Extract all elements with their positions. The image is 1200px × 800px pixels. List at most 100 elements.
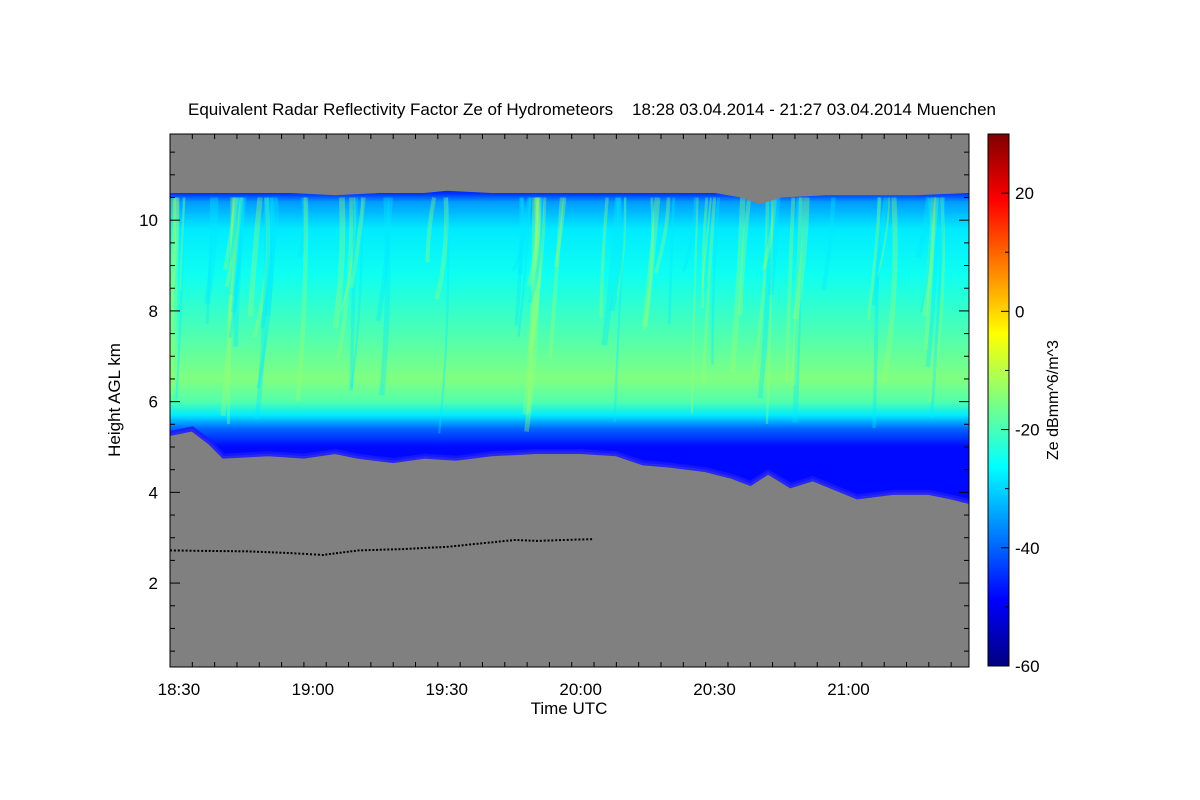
trail-point [431, 546, 434, 549]
trail-point [570, 538, 573, 541]
y-tick-label: 10 [139, 211, 158, 230]
trail-point [443, 546, 445, 548]
trail-point [536, 539, 538, 542]
fall-streak [599, 197, 609, 318]
trail-point [279, 551, 282, 554]
colorbar-tick-label: -40 [1015, 539, 1040, 558]
fall-streak [517, 197, 532, 337]
trail-point [346, 550, 349, 553]
fall-streak [336, 197, 354, 360]
fall-streak [548, 197, 564, 359]
fall-streak [205, 197, 213, 324]
trail-point [268, 551, 271, 554]
fall-streak [871, 197, 889, 306]
trail-point [212, 550, 215, 552]
trail-point [260, 550, 263, 553]
fall-streak [784, 197, 796, 383]
fall-streak [765, 197, 774, 424]
trail-point [528, 539, 531, 542]
trail-point [383, 548, 386, 551]
fall-streak [170, 197, 177, 434]
trail-point [321, 554, 324, 556]
cloud-base-edge [170, 426, 969, 504]
trail-point [294, 552, 297, 555]
trail-point [409, 547, 412, 550]
trail-point [502, 540, 505, 543]
fall-streak [928, 197, 946, 402]
trail-point [339, 551, 342, 554]
trail-point [551, 539, 554, 542]
trail-point [177, 549, 180, 552]
trail-point [387, 548, 390, 551]
fall-streak [226, 197, 236, 425]
fall-streak [517, 197, 533, 274]
x-tick-label: 19:30 [425, 680, 468, 699]
trail-point [336, 552, 338, 555]
trail-point [472, 543, 475, 546]
trail-point [513, 539, 516, 541]
trail-point [245, 550, 248, 553]
fall-streak [821, 197, 836, 290]
fall-streak [616, 197, 627, 297]
colorbar-tick-label: -60 [1015, 657, 1040, 676]
trail-point [495, 540, 498, 543]
trail-point [271, 551, 274, 554]
trail-point [253, 550, 256, 553]
trail-point [357, 549, 360, 552]
fall-streak [929, 197, 946, 419]
trail-point [582, 538, 585, 541]
trail-point [539, 539, 542, 542]
colorbar: -60 -40 -20 0 20 Ze dBmm^6/m^3 [987, 133, 1062, 676]
trail-point [517, 539, 520, 542]
trail-point [439, 546, 442, 549]
trail-point [506, 539, 509, 542]
fall-streak [260, 197, 273, 329]
fall-streak [642, 197, 655, 331]
fall-streak [653, 197, 671, 274]
fall-streak [528, 197, 545, 304]
fall-streak [332, 197, 346, 329]
fall-streak [553, 197, 567, 268]
fall-streak [203, 197, 219, 305]
trail-point [524, 539, 527, 542]
trail-point [231, 550, 233, 553]
fall-streak [379, 197, 391, 396]
trail-point [219, 550, 222, 553]
trail-point [372, 549, 375, 551]
trail-point [170, 549, 172, 552]
fall-streak [438, 197, 450, 434]
x-tick-label: 19:00 [292, 680, 335, 699]
trail-point [435, 546, 438, 549]
trail-point [173, 549, 176, 552]
trail-point [424, 546, 427, 549]
fall-streak [682, 197, 697, 272]
trail-point [521, 539, 524, 542]
colorbar-tick-label: 0 [1015, 302, 1024, 321]
trail-point [483, 542, 486, 544]
fall-streak [920, 197, 932, 313]
fall-streak [881, 197, 898, 383]
fall-streak [349, 197, 366, 288]
trail-point [469, 543, 472, 546]
trail-point [185, 549, 188, 552]
y-tick-label: 6 [149, 393, 158, 412]
fall-streak [264, 197, 277, 317]
trail-point [402, 548, 405, 551]
fall-streak [297, 197, 308, 259]
trail-point [242, 550, 245, 553]
fall-streak [668, 197, 676, 325]
trail-point [394, 548, 397, 551]
fall-streak [179, 197, 186, 291]
trail-point [343, 551, 346, 554]
fall-streak [170, 197, 172, 346]
fall-streak [701, 197, 717, 385]
trail-point [302, 552, 305, 555]
fall-streak [527, 197, 542, 351]
fall-streak [220, 197, 236, 416]
fall-streak [223, 197, 239, 271]
colorbar-ticks: -60 -40 -20 0 20 [1001, 133, 1040, 676]
fall-streak [524, 197, 541, 432]
fall-streak [425, 197, 437, 263]
x-axis-label: Time UTC [531, 699, 608, 718]
y-tick-label: 2 [149, 574, 158, 593]
